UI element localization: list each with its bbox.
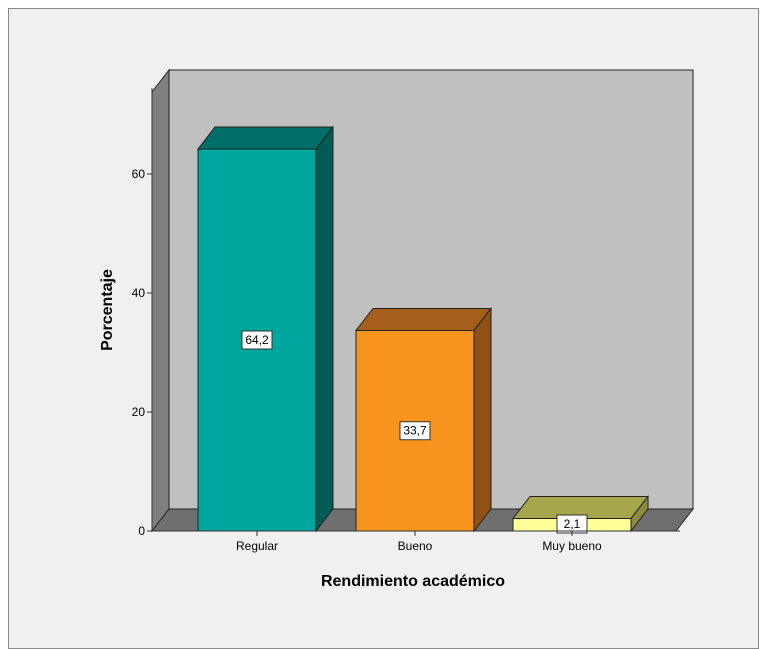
data-label: 33,7 [403,424,427,438]
bar-top-face [354,307,493,331]
y-tick-label: 20 [132,405,146,419]
x-tick-label: Muy bueno [542,539,602,553]
data-label-box [241,330,273,350]
x-axis: Regular Bueno Muy bueno [152,530,680,553]
x-tick-label: Regular [236,539,278,553]
bar-muy-bueno: 2,1 [511,495,650,534]
bar-side-face [315,125,334,533]
y-axis-title: Porcentaje [99,269,116,351]
data-label-box [399,421,431,441]
y-axis: 0 20 40 60 [132,88,153,538]
bar-top-face [196,126,335,150]
bar-regular: 64,2 [196,125,335,533]
data-label: 2,1 [564,517,581,531]
x-tick-label: Bueno [398,539,433,553]
bar-side-face [473,307,492,533]
x-axis-title: Rendimiento académico [321,573,505,590]
side-wall [151,68,170,533]
y-tick-label: 40 [132,286,146,300]
bar-series: 64,2 33,7 2,1 [196,125,650,534]
y-tick-label: 0 [138,524,145,538]
data-label: 64,2 [245,333,269,347]
bar-bueno: 33,7 [354,307,493,533]
y-tick-label: 60 [132,167,146,181]
